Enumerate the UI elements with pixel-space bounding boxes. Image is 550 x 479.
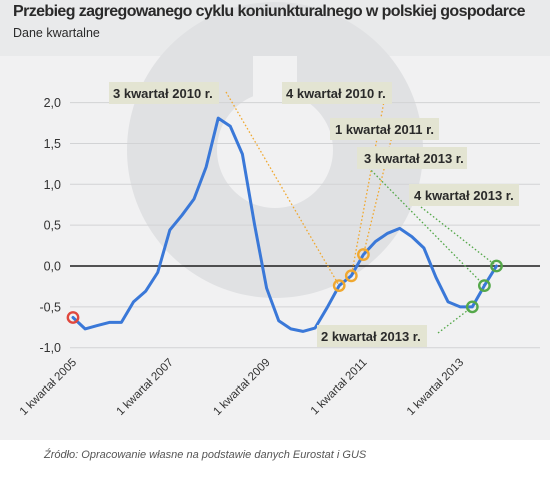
annotation-label-bg-1 <box>282 82 392 104</box>
annotation-leader-4 <box>411 199 497 267</box>
annotation-labels: 3 kwartał 2010 r. 4 kwartał 2010 r. 1 kwar… <box>109 82 519 347</box>
annotation-leader-3 <box>365 164 485 287</box>
x-tick-label-3: 1 kwartał 2011 <box>309 357 370 418</box>
y-tick-label-0: 2,0 <box>44 96 61 110</box>
annotation-label-bg-3 <box>357 147 467 169</box>
marker-3 <box>356 248 370 261</box>
marker-6 <box>490 259 503 273</box>
annotation-label-0: 3 kwartał 2010 r. <box>113 86 213 101</box>
annotation-leader-5 <box>437 306 473 334</box>
annotation-label-bg-5 <box>317 325 427 347</box>
annotation-label-2: 1 kwartał 2011 r. <box>335 122 434 137</box>
x-tick-label-4: 1 kwartał 2013 <box>405 357 466 418</box>
y-axis-ticks: 2,0 1,5 1,0 0,5 0,0 -0,5 -1,0 <box>39 96 61 355</box>
series-line <box>71 116 498 333</box>
marker-5 <box>477 279 491 293</box>
annotation-label-5: 2 kwartał 2013 r. <box>321 329 421 344</box>
x-axis-ticks: 1 kwartał 2005 1 kwartał 2007 1 kwartał 20… <box>18 357 467 418</box>
annotation-label-bg-4 <box>409 184 519 206</box>
annotation-leader-0 <box>225 91 340 286</box>
source-note: Źródło: Opracowanie własne na podstawie … <box>44 449 367 461</box>
marker-1 <box>332 279 346 293</box>
watermark-ring <box>127 2 424 298</box>
y-tick-label-5: -0,5 <box>39 300 61 314</box>
x-tick-label-0: 1 kwartał 2005 <box>18 357 79 418</box>
markers-layer <box>66 248 503 324</box>
x-tick-label-2: 1 kwartał 2009 <box>211 357 272 418</box>
annotation-label-3: 3 kwartał 2013 r. <box>364 151 464 166</box>
x-tick-label-1: 1 kwartał 2007 <box>115 357 176 418</box>
chart-subtitle: Dane kwartalne <box>13 26 100 40</box>
y-tick-label-2: 1,0 <box>44 178 61 192</box>
y-tick-label-3: 0,5 <box>44 219 61 233</box>
marker-0 <box>66 311 80 324</box>
y-tick-label-4: 0,0 <box>44 260 61 274</box>
chart-title: Przebieg zagregowanego cyklu koniunktura… <box>13 3 526 20</box>
y-tick-label-6: -1,0 <box>39 341 61 355</box>
marker-4 <box>465 300 479 314</box>
watermark-gap <box>253 56 297 156</box>
annotation-label-4: 4 kwartał 2013 r. <box>414 188 514 203</box>
annotation-label-bg-2 <box>330 118 439 140</box>
watermark-logo <box>127 2 424 298</box>
marker-2 <box>344 269 358 283</box>
y-tick-label-1: 1,5 <box>44 137 61 151</box>
annotation-label-1: 4 kwartał 2010 r. <box>286 86 386 101</box>
annotation-label-bg-0 <box>109 82 219 104</box>
